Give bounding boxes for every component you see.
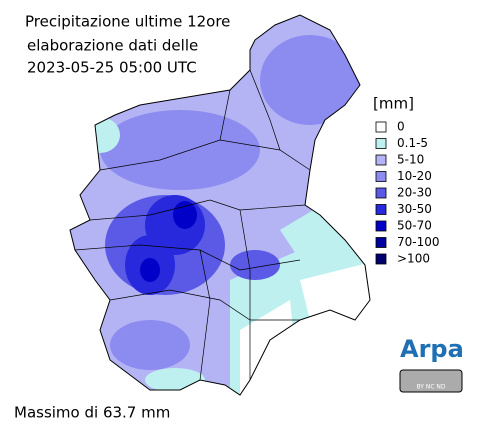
legend-swatch [375, 138, 387, 149]
title-line: 2023-05-25 05:00 UTC [27, 59, 197, 77]
legend-swatch [375, 253, 387, 265]
logo: Arpa BY NC ND [399, 335, 464, 393]
legend-label: 50-70 [397, 219, 432, 233]
legend-label: 0.1-5 [397, 136, 428, 150]
legend-swatch [375, 154, 387, 166]
legend-title: [mm] [373, 95, 414, 113]
title-line: Precipitazione ultime 12ore [25, 13, 230, 31]
basin-borders [74, 69, 311, 381]
legend-swatch [375, 220, 387, 232]
license-text: BY NC ND [416, 384, 445, 391]
legend-swatch [375, 171, 387, 182]
legend-label: 30-50 [397, 202, 432, 216]
legend-label: >100 [397, 252, 430, 266]
legend-label: 10-20 [397, 169, 432, 183]
legend-swatch [375, 237, 387, 248]
legend-label: 20-30 [397, 186, 432, 200]
title-line: elaborazione dati delle [27, 37, 198, 55]
legend-label: 70-100 [397, 235, 440, 249]
logo-text: Arpa [400, 335, 464, 363]
legend-swatch [375, 187, 387, 199]
legend-swatch [375, 121, 387, 133]
legend: 0 0.1-5 5-10 10-20 20-30 30-50 50-70 70-100 >100 [375, 120, 440, 266]
legend-swatch [375, 204, 387, 215]
footer: Massimo di 63.7 mm [14, 404, 170, 422]
legend-label: 5-10 [397, 153, 424, 167]
legend-label: 0 [397, 120, 405, 134]
region-border [69, 14, 371, 396]
license-badge [399, 369, 463, 393]
